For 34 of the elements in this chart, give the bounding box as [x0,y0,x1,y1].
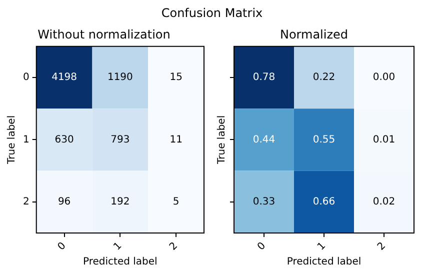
y-axis-title: True label [216,115,228,166]
data-label: 192 [110,196,130,208]
data-label: 0.55 [312,134,336,146]
y-tick-label: 2 [22,196,30,208]
x-tick-label: 0 [256,240,268,253]
data-label: 0.44 [252,134,276,146]
data-label: 0.00 [372,72,396,84]
data-label: 15 [170,72,182,84]
data-label: 11 [170,134,182,146]
chart-subtitle: Without normalization [38,27,170,42]
data-label: 0.33 [252,196,276,208]
x-tick-label: 1 [316,240,328,253]
data-label: 5 [172,196,180,208]
y-tick-label: 1 [22,134,30,146]
x-tick-label: 2 [376,240,388,253]
data-label: 630 [54,134,74,146]
data-label: 0.66 [312,196,336,208]
data-label: 793 [110,134,130,146]
x-axis-title: Predicted label [286,256,362,268]
y-axis-title: True label [6,115,18,166]
chart-subtitle: Normalized [280,27,348,42]
chart-title: Confusion Matrix [160,5,264,22]
x-tick-label: 1 [112,240,124,253]
y-tick-label: 0 [22,72,30,84]
data-label: 0.22 [312,72,336,84]
data-label: 0.02 [372,196,396,208]
data-label: 1190 [107,72,133,84]
data-label: 0.78 [252,72,276,84]
data-label: 96 [58,196,71,208]
x-axis-title: Predicted label [83,256,158,268]
data-label: 4198 [52,72,78,84]
x-tick-label: 2 [168,240,180,253]
x-tick-label: 0 [56,240,68,253]
data-label: 0.01 [372,134,396,146]
